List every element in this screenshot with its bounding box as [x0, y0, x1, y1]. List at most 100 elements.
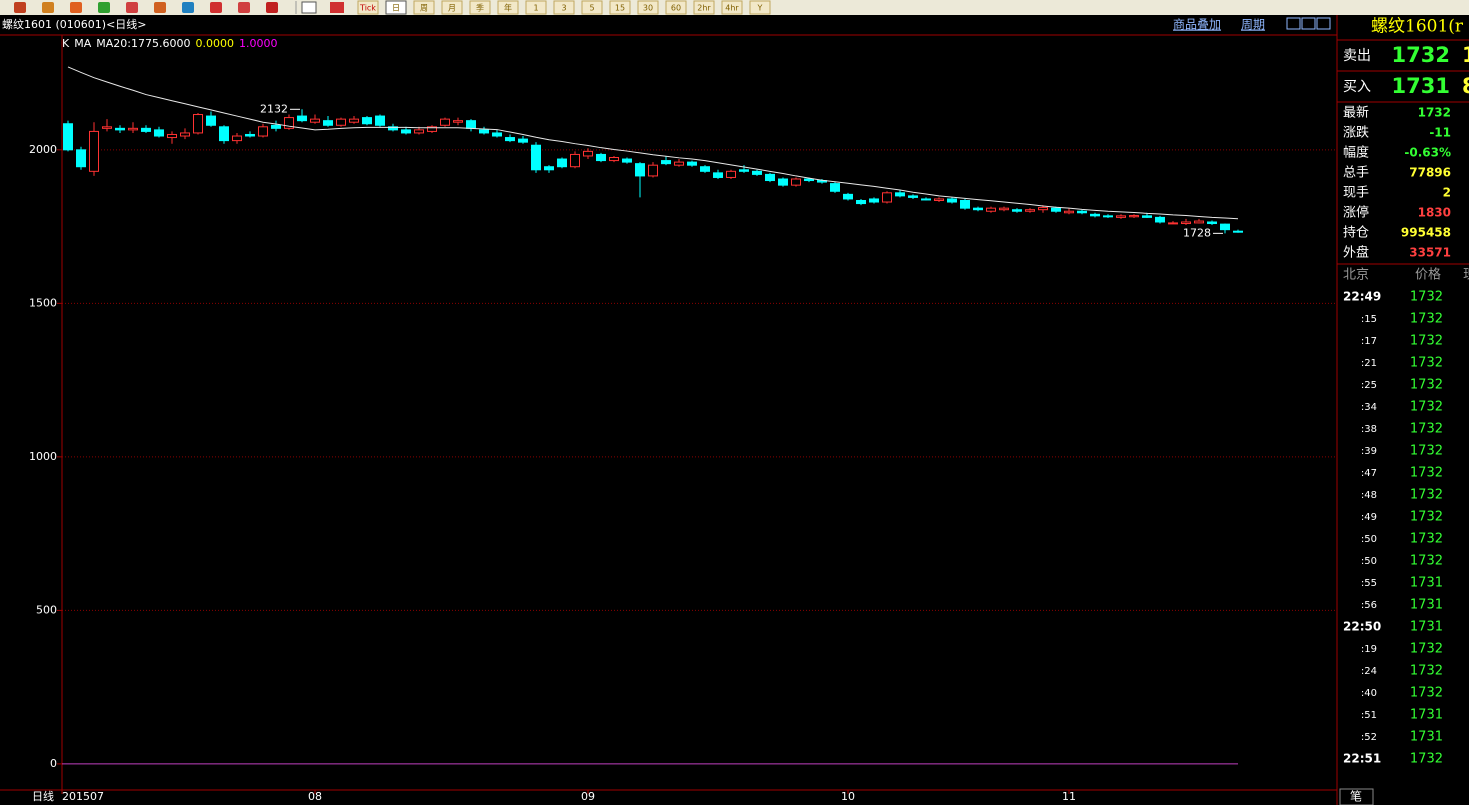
- tick-price: 1732: [1410, 466, 1443, 481]
- tick-time: :47: [1361, 468, 1377, 479]
- candle-body: [206, 115, 216, 126]
- toolbar-button-bg[interactable]: [441, 0, 463, 15]
- toolbar-button[interactable]: 5: [589, 4, 594, 13]
- tick-price: 1732: [1410, 488, 1443, 503]
- toolbar-button[interactable]: 60: [671, 4, 681, 13]
- toolbar-button-bg[interactable]: [385, 0, 407, 15]
- candle-body: [63, 123, 73, 151]
- toolbar-button[interactable]: 月: [448, 4, 456, 13]
- toolbar-button-bg[interactable]: [497, 0, 519, 15]
- toolbar-button[interactable]: 15: [615, 4, 625, 13]
- candle-body: [479, 129, 489, 134]
- tick-time: :38: [1361, 424, 1377, 435]
- tick-price: 1731: [1410, 708, 1443, 723]
- toolbar-button[interactable]: 2hr: [697, 4, 711, 13]
- toolbar-button-bg[interactable]: [357, 0, 379, 15]
- candle-body: [453, 120, 463, 123]
- candle-body: [76, 149, 86, 168]
- overlay-link[interactable]: 商品叠加: [1173, 17, 1221, 32]
- candle-body: [999, 207, 1009, 211]
- candle-body: [440, 118, 450, 126]
- toolbar-icon[interactable]: [330, 2, 344, 13]
- x-tick-label: 09: [581, 790, 595, 803]
- candle-body: [895, 192, 905, 197]
- candle-body: [1233, 230, 1243, 233]
- toolbar-button[interactable]: 1: [533, 4, 538, 13]
- header-bar: [0, 15, 1337, 35]
- toolbar-button-bg[interactable]: [413, 0, 435, 15]
- candle-body: [1090, 213, 1100, 217]
- toolbar-icon[interactable]: [182, 2, 194, 13]
- candle-body: [375, 115, 385, 126]
- candle-body: [830, 183, 840, 192]
- toolbar-button[interactable]: 年: [504, 3, 512, 13]
- toolbar-icon[interactable]: [154, 2, 166, 13]
- candle-body: [752, 170, 762, 175]
- candle-body: [180, 132, 190, 137]
- period-link[interactable]: 周期: [1241, 18, 1265, 32]
- toolbar-button-bg[interactable]: [693, 0, 715, 15]
- tab[interactable]: [1339, 788, 1374, 805]
- toolbar-button-bg[interactable]: [525, 0, 547, 15]
- toolbar-icon[interactable]: [98, 2, 110, 13]
- toolbar-button-bg[interactable]: [581, 0, 603, 15]
- toolbar-button[interactable]: 3: [561, 4, 566, 13]
- toolbar-button-bg[interactable]: [469, 0, 491, 15]
- candle-body: [609, 157, 619, 162]
- toolbar-icon[interactable]: [42, 2, 54, 13]
- candle-body: [661, 160, 671, 165]
- candle-body: [973, 207, 983, 211]
- candle-body: [336, 118, 346, 126]
- candle-body: [193, 114, 203, 134]
- candle-body: [791, 178, 801, 186]
- toolbar-button-bg[interactable]: [665, 0, 687, 15]
- tick-time: :39: [1361, 446, 1377, 457]
- candle-body: [1181, 221, 1191, 225]
- stat-label: 最新: [1343, 105, 1369, 121]
- candle-body: [1038, 207, 1048, 211]
- candle-body: [271, 124, 281, 129]
- nav-button[interactable]: [1286, 17, 1301, 30]
- toolbar-buttons: Tick 日 周 月 季 年 1 3 5 15 30 60 2hr 4hr Y: [14, 0, 771, 15]
- toolbar-button[interactable]: 30: [643, 4, 653, 13]
- nav-button[interactable]: [1316, 17, 1331, 30]
- toolbar-icon[interactable]: [266, 2, 278, 13]
- toolbar-button-bg[interactable]: [721, 0, 743, 15]
- candle-body: [167, 133, 177, 139]
- stat-value: 1732: [1418, 106, 1451, 120]
- candle-body: [258, 126, 268, 137]
- chart-header-title: 螺纹1601 (010601)<日线>: [2, 17, 147, 31]
- candle-body: [570, 153, 580, 168]
- toolbar-button-bg[interactable]: [553, 0, 575, 15]
- toolbar-button-bg[interactable]: [749, 0, 771, 15]
- nav-button[interactable]: [1301, 17, 1316, 30]
- toolbar-icon[interactable]: [238, 2, 250, 13]
- tick-price: 1732: [1410, 290, 1443, 305]
- toolbar-button[interactable]: 4hr: [725, 4, 739, 13]
- toolbar-button-bg[interactable]: [637, 0, 659, 15]
- toolbar-icon[interactable]: [14, 2, 26, 13]
- candle-body: [505, 137, 515, 142]
- toolbar-button[interactable]: Tick: [359, 4, 376, 13]
- toolbar-icon[interactable]: [210, 2, 222, 13]
- toolbar-button[interactable]: 日: [392, 4, 400, 13]
- extreme-label: 1728: [1183, 226, 1211, 239]
- toolbar-button-bg[interactable]: [609, 0, 631, 15]
- x-tick-label: 201507: [62, 790, 104, 803]
- toolbar-button[interactable]: 周: [420, 4, 428, 13]
- candle-body: [1077, 210, 1087, 214]
- tick-price: 1732: [1410, 532, 1443, 547]
- candle-body: [960, 199, 970, 209]
- extreme-label: 2132: [260, 102, 288, 115]
- tick-price: 1732: [1410, 356, 1443, 371]
- toolbar-icon[interactable]: [301, 1, 317, 14]
- stat-value: 33571: [1409, 246, 1451, 260]
- toolbar-icon[interactable]: [70, 2, 82, 13]
- candle-body: [388, 126, 398, 131]
- toolbar-button[interactable]: 季: [476, 3, 484, 13]
- tab-label[interactable]: 笔: [1350, 789, 1362, 804]
- toolbar-button[interactable]: Y: [757, 4, 763, 13]
- tick-price: 1732: [1410, 444, 1443, 459]
- toolbar-icon[interactable]: [126, 2, 138, 13]
